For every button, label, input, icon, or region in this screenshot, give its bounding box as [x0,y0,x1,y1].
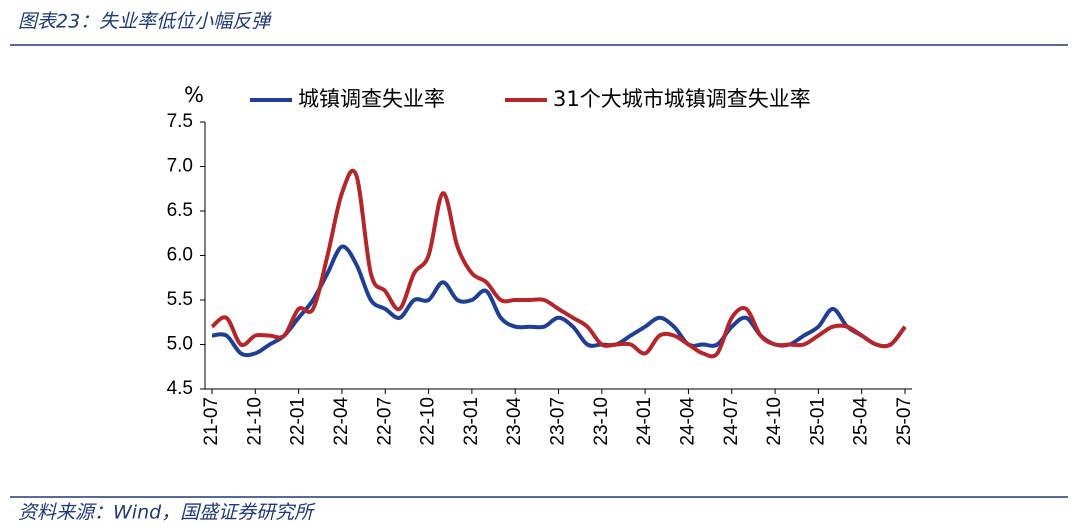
x-tick-label: 23-01 [461,397,482,446]
x-tick-label: 25-01 [807,397,828,446]
x-tick-label: 24-01 [634,397,655,446]
x-tick-label: 21-07 [201,397,222,446]
x-tick-label: 21-10 [244,397,265,446]
source: 资料来源：Wind，国盛证券研究所 [18,502,316,524]
x-tick-label: 22-10 [418,397,439,446]
y-tick-label: 6.5 [167,200,193,221]
y-tick-label: 7.5 [167,111,193,132]
x-tick-label: 24-10 [764,397,785,446]
y-tick-label: 6.0 [167,245,193,266]
x-tick-label: 22-01 [288,397,309,446]
x-tick-label: 23-10 [591,397,612,446]
y-unit: % [184,83,204,107]
series-line [210,168,907,359]
y-tick-label: 7.0 [167,156,193,177]
x-tick-label: 24-04 [677,397,698,446]
x-tick-label: 22-07 [374,397,395,446]
y-tick-label: 4.5 [167,378,193,399]
legend-label: 城镇调查失业率 [298,87,445,111]
x-tick-label: 23-04 [504,397,525,446]
x-tick-label: 25-07 [894,397,915,446]
x-tick-label: 23-07 [548,397,569,446]
y-tick-label: 5.0 [167,334,193,355]
figure-title: 图表23：失业率低位小幅反弹 [18,11,272,33]
x-tick-label: 24-07 [721,397,742,446]
x-tick-label: 25-04 [851,397,872,446]
x-tick-label: 22-04 [331,397,352,446]
legend-label: 31个大城市城镇调查失业率 [553,87,811,111]
y-tick-label: 5.5 [167,289,193,310]
